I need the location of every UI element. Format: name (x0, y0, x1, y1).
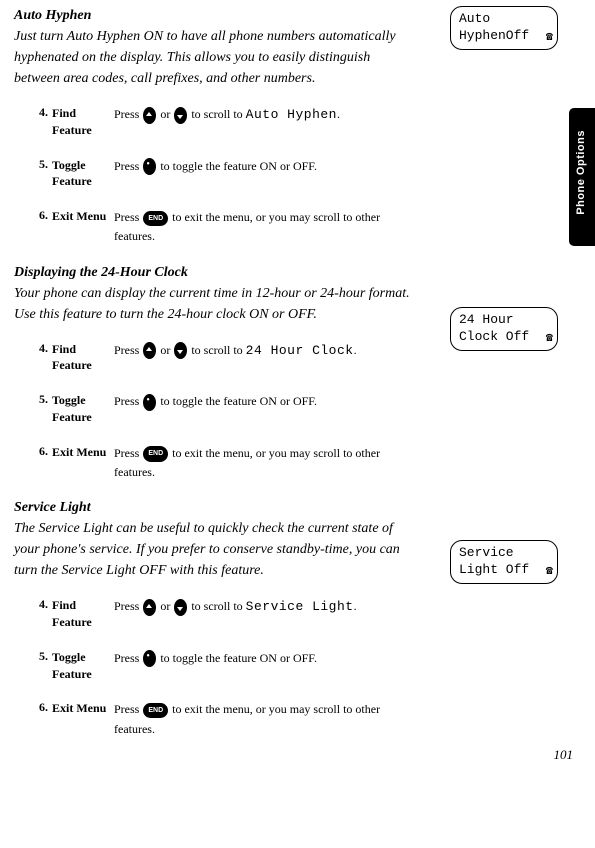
section-title: Displaying the 24-Hour Clock (14, 265, 412, 281)
display-line: Auto (459, 11, 549, 28)
step-label: Find Feature (52, 597, 114, 631)
display-line: 24 Hour (459, 312, 549, 329)
step-number: 6. (32, 700, 48, 738)
step-number: 5. (32, 649, 48, 683)
phone-icon: ☎ (546, 564, 553, 580)
section-title: Service Light (14, 500, 412, 516)
phone-icon: ☎ (546, 30, 553, 46)
display-line: HyphenOff (459, 28, 549, 45)
step-number: 4. (32, 341, 48, 375)
lcd-text: 24 Hour Clock (246, 343, 354, 358)
step-description: Press to toggle the feature ON or OFF. (114, 157, 412, 191)
step-description: Press or to scroll to 24 Hour Clock. (114, 341, 412, 375)
step-number: 5. (32, 157, 48, 191)
step-row: 6.Exit MenuPress END to exit the menu, o… (32, 700, 412, 738)
lcd-text: Auto Hyphen (246, 107, 337, 122)
step-number: 4. (32, 597, 48, 631)
display-line: Light Off (459, 562, 549, 579)
step-description: Press END to exit the menu, or you may s… (114, 444, 412, 482)
steps-list: 4.Find FeaturePress or to scroll to Serv… (32, 597, 412, 739)
step-label: Toggle Feature (52, 392, 114, 426)
step-description: Press to toggle the feature ON or OFF. (114, 649, 412, 683)
section-title: Auto Hyphen (14, 8, 412, 24)
page-number: 101 (554, 747, 574, 763)
step-description: Press to toggle the feature ON or OFF. (114, 392, 412, 426)
steps-list: 4.Find FeaturePress or to scroll to Auto… (32, 105, 412, 247)
end-key-icon: END (143, 211, 168, 226)
step-description: Press or to scroll to Service Light. (114, 597, 412, 631)
step-label: Toggle Feature (52, 157, 114, 191)
side-tab-label: Phone Options (575, 130, 587, 215)
step-label: Find Feature (52, 105, 114, 139)
up-key-icon (143, 107, 156, 124)
steps-list: 4.Find FeaturePress or to scroll to 24 H… (32, 341, 412, 483)
section-intro: The Service Light can be useful to quick… (14, 518, 412, 581)
step-row: 4.Find FeaturePress or to scroll to Auto… (32, 105, 412, 139)
phone-display: ServiceLight Off☎ (450, 540, 558, 584)
down-key-icon (174, 107, 187, 124)
step-row: 6.Exit MenuPress END to exit the menu, o… (32, 444, 412, 482)
side-tab: Phone Options (569, 108, 595, 246)
select-key-icon (143, 394, 156, 411)
step-number: 4. (32, 105, 48, 139)
step-row: 4.Find FeaturePress or to scroll to 24 H… (32, 341, 412, 375)
down-key-icon (174, 342, 187, 359)
phone-icon: ☎ (546, 331, 553, 347)
section-intro: Just turn Auto Hyphen ON to have all pho… (14, 26, 412, 89)
step-description: Press END to exit the menu, or you may s… (114, 208, 412, 246)
step-label: Exit Menu (52, 208, 114, 246)
step-label: Find Feature (52, 341, 114, 375)
end-key-icon: END (143, 446, 168, 461)
step-label: Exit Menu (52, 444, 114, 482)
display-line: Clock Off (459, 329, 549, 346)
down-key-icon (174, 599, 187, 616)
step-description: Press END to exit the menu, or you may s… (114, 700, 412, 738)
step-row: 5.Toggle FeaturePress to toggle the feat… (32, 392, 412, 426)
phone-display: 24 HourClock Off☎ (450, 307, 558, 351)
select-key-icon (143, 158, 156, 175)
display-line: Service (459, 545, 549, 562)
up-key-icon (143, 342, 156, 359)
step-description: Press or to scroll to Auto Hyphen. (114, 105, 412, 139)
step-number: 6. (32, 208, 48, 246)
step-number: 5. (32, 392, 48, 426)
lcd-text: Service Light (246, 599, 354, 614)
step-row: 5.Toggle FeaturePress to toggle the feat… (32, 649, 412, 683)
section-intro: Your phone can display the current time … (14, 283, 412, 325)
step-label: Toggle Feature (52, 649, 114, 683)
step-number: 6. (32, 444, 48, 482)
step-row: 5.Toggle FeaturePress to toggle the feat… (32, 157, 412, 191)
step-row: 4.Find FeaturePress or to scroll to Serv… (32, 597, 412, 631)
step-row: 6.Exit MenuPress END to exit the menu, o… (32, 208, 412, 246)
select-key-icon (143, 650, 156, 667)
up-key-icon (143, 599, 156, 616)
end-key-icon: END (143, 703, 168, 718)
step-label: Exit Menu (52, 700, 114, 738)
phone-display: AutoHyphenOff☎ (450, 6, 558, 50)
